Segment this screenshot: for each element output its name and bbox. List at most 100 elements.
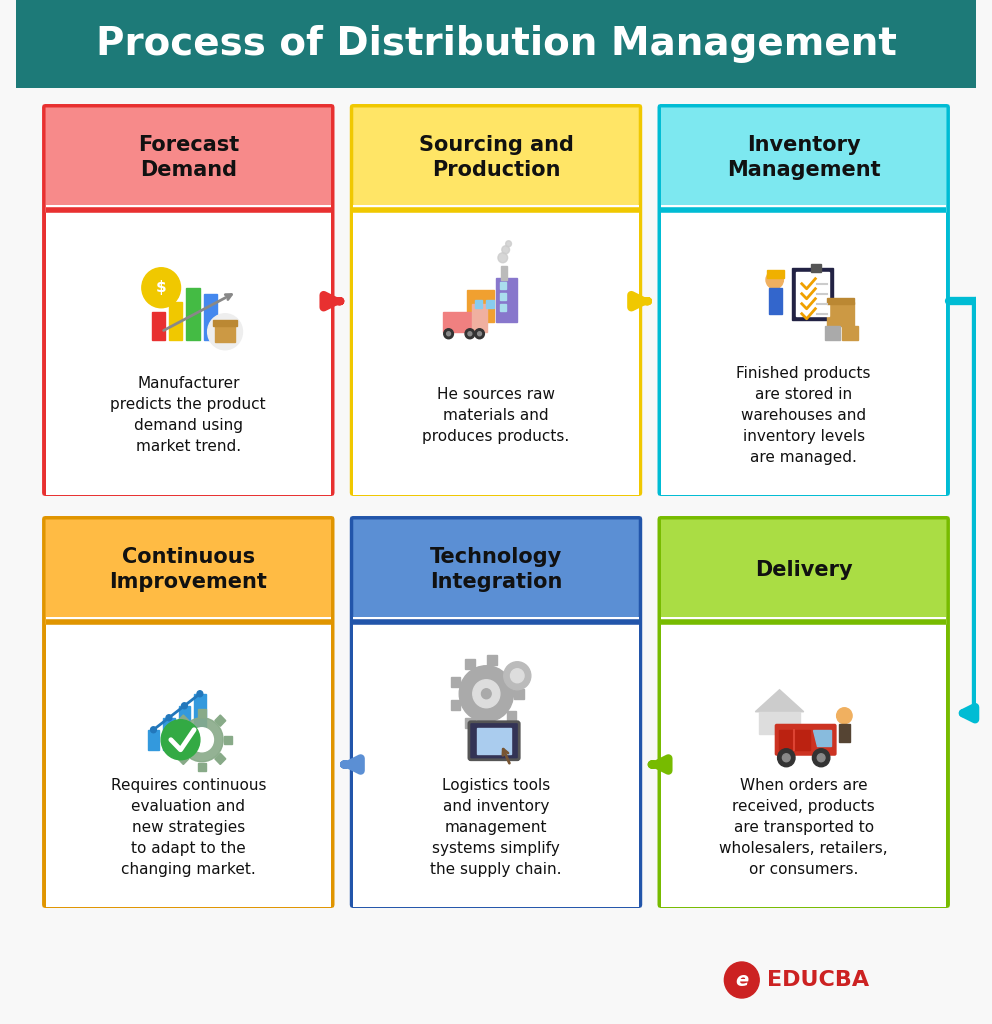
Polygon shape — [755, 690, 804, 712]
Bar — [215, 324, 235, 342]
Bar — [450, 700, 460, 711]
Circle shape — [443, 329, 453, 339]
FancyBboxPatch shape — [661, 108, 946, 213]
Bar — [203, 294, 217, 340]
FancyBboxPatch shape — [469, 722, 519, 760]
Text: Finished products
are stored in
warehouses and
inventory levels
are managed.: Finished products are stored in warehous… — [736, 366, 871, 465]
Bar — [467, 290, 494, 322]
Text: Logistics tools
and inventory
management
systems simplify
the supply chain.: Logistics tools and inventory management… — [431, 777, 561, 877]
Text: Manufacturer
predicts the product
demand using
market trend.: Manufacturer predicts the product demand… — [110, 376, 266, 455]
FancyBboxPatch shape — [46, 519, 331, 904]
Bar — [198, 709, 205, 717]
Bar — [486, 300, 494, 308]
Circle shape — [473, 680, 500, 708]
Bar — [179, 706, 190, 750]
Circle shape — [465, 329, 475, 339]
Circle shape — [197, 691, 202, 696]
Bar — [500, 293, 506, 300]
Bar — [838, 724, 850, 741]
Bar — [152, 311, 165, 340]
Circle shape — [459, 666, 514, 722]
Circle shape — [778, 749, 795, 767]
Text: Technology
Integration: Technology Integration — [430, 547, 562, 592]
Circle shape — [182, 702, 187, 709]
FancyBboxPatch shape — [661, 617, 946, 907]
Text: Requires continuous
evaluation and
new strategies
to adapt to the
changing marke: Requires continuous evaluation and new s… — [110, 777, 266, 877]
Text: $: $ — [156, 281, 167, 295]
Text: EDUCBA: EDUCBA — [767, 970, 869, 990]
Circle shape — [142, 267, 181, 308]
FancyBboxPatch shape — [353, 205, 639, 495]
Bar — [507, 667, 517, 677]
FancyBboxPatch shape — [353, 519, 639, 904]
Bar — [796, 271, 829, 315]
FancyBboxPatch shape — [46, 617, 331, 907]
Bar — [500, 304, 506, 310]
Bar — [215, 715, 226, 726]
FancyBboxPatch shape — [661, 108, 946, 493]
Bar — [827, 302, 854, 326]
Bar — [769, 288, 783, 313]
Circle shape — [161, 720, 200, 760]
Bar — [487, 655, 497, 666]
Bar — [475, 300, 482, 308]
FancyBboxPatch shape — [353, 519, 639, 625]
Bar — [224, 736, 232, 743]
FancyBboxPatch shape — [46, 519, 331, 625]
Circle shape — [207, 313, 242, 350]
FancyBboxPatch shape — [353, 617, 639, 907]
Text: He sources raw
materials and
produces products.: He sources raw materials and produces pr… — [423, 387, 569, 443]
Bar — [169, 302, 183, 340]
Circle shape — [506, 241, 512, 247]
Bar — [172, 736, 180, 743]
FancyBboxPatch shape — [353, 108, 639, 213]
Circle shape — [511, 669, 524, 683]
Circle shape — [151, 727, 157, 733]
Circle shape — [166, 715, 172, 721]
Bar — [186, 288, 200, 340]
Bar — [465, 718, 475, 728]
Text: Forecast
Demand: Forecast Demand — [138, 135, 239, 180]
Circle shape — [181, 718, 223, 762]
Bar — [213, 319, 237, 326]
Circle shape — [502, 246, 510, 254]
Text: Process of Distribution Management: Process of Distribution Management — [95, 25, 897, 63]
Circle shape — [481, 689, 491, 698]
FancyBboxPatch shape — [661, 519, 946, 904]
Bar — [450, 677, 460, 687]
Circle shape — [498, 253, 508, 263]
FancyBboxPatch shape — [661, 519, 946, 625]
Text: e: e — [735, 971, 748, 989]
Circle shape — [504, 662, 531, 690]
FancyBboxPatch shape — [16, 0, 976, 88]
Circle shape — [836, 708, 852, 724]
Bar — [827, 298, 854, 304]
FancyBboxPatch shape — [46, 108, 331, 213]
Bar — [476, 728, 512, 754]
Bar — [178, 715, 188, 726]
Circle shape — [446, 332, 450, 336]
Text: Delivery: Delivery — [755, 559, 852, 580]
Bar — [163, 718, 175, 750]
Circle shape — [766, 270, 784, 289]
FancyBboxPatch shape — [46, 205, 331, 495]
Bar — [148, 730, 160, 750]
Circle shape — [475, 329, 484, 339]
Circle shape — [812, 749, 830, 767]
Bar — [442, 311, 483, 332]
Bar — [759, 712, 800, 734]
Bar — [487, 722, 497, 732]
Bar — [472, 304, 487, 332]
Bar — [825, 326, 840, 340]
Bar — [194, 693, 205, 750]
Circle shape — [477, 332, 481, 336]
Bar — [215, 754, 226, 765]
Text: Continuous
Improvement: Continuous Improvement — [109, 547, 267, 592]
Text: Sourcing and
Production: Sourcing and Production — [419, 135, 573, 180]
FancyBboxPatch shape — [775, 724, 836, 756]
Circle shape — [190, 728, 213, 752]
Bar — [515, 689, 524, 698]
Circle shape — [468, 332, 472, 336]
Bar — [767, 269, 785, 278]
Bar — [198, 763, 205, 771]
